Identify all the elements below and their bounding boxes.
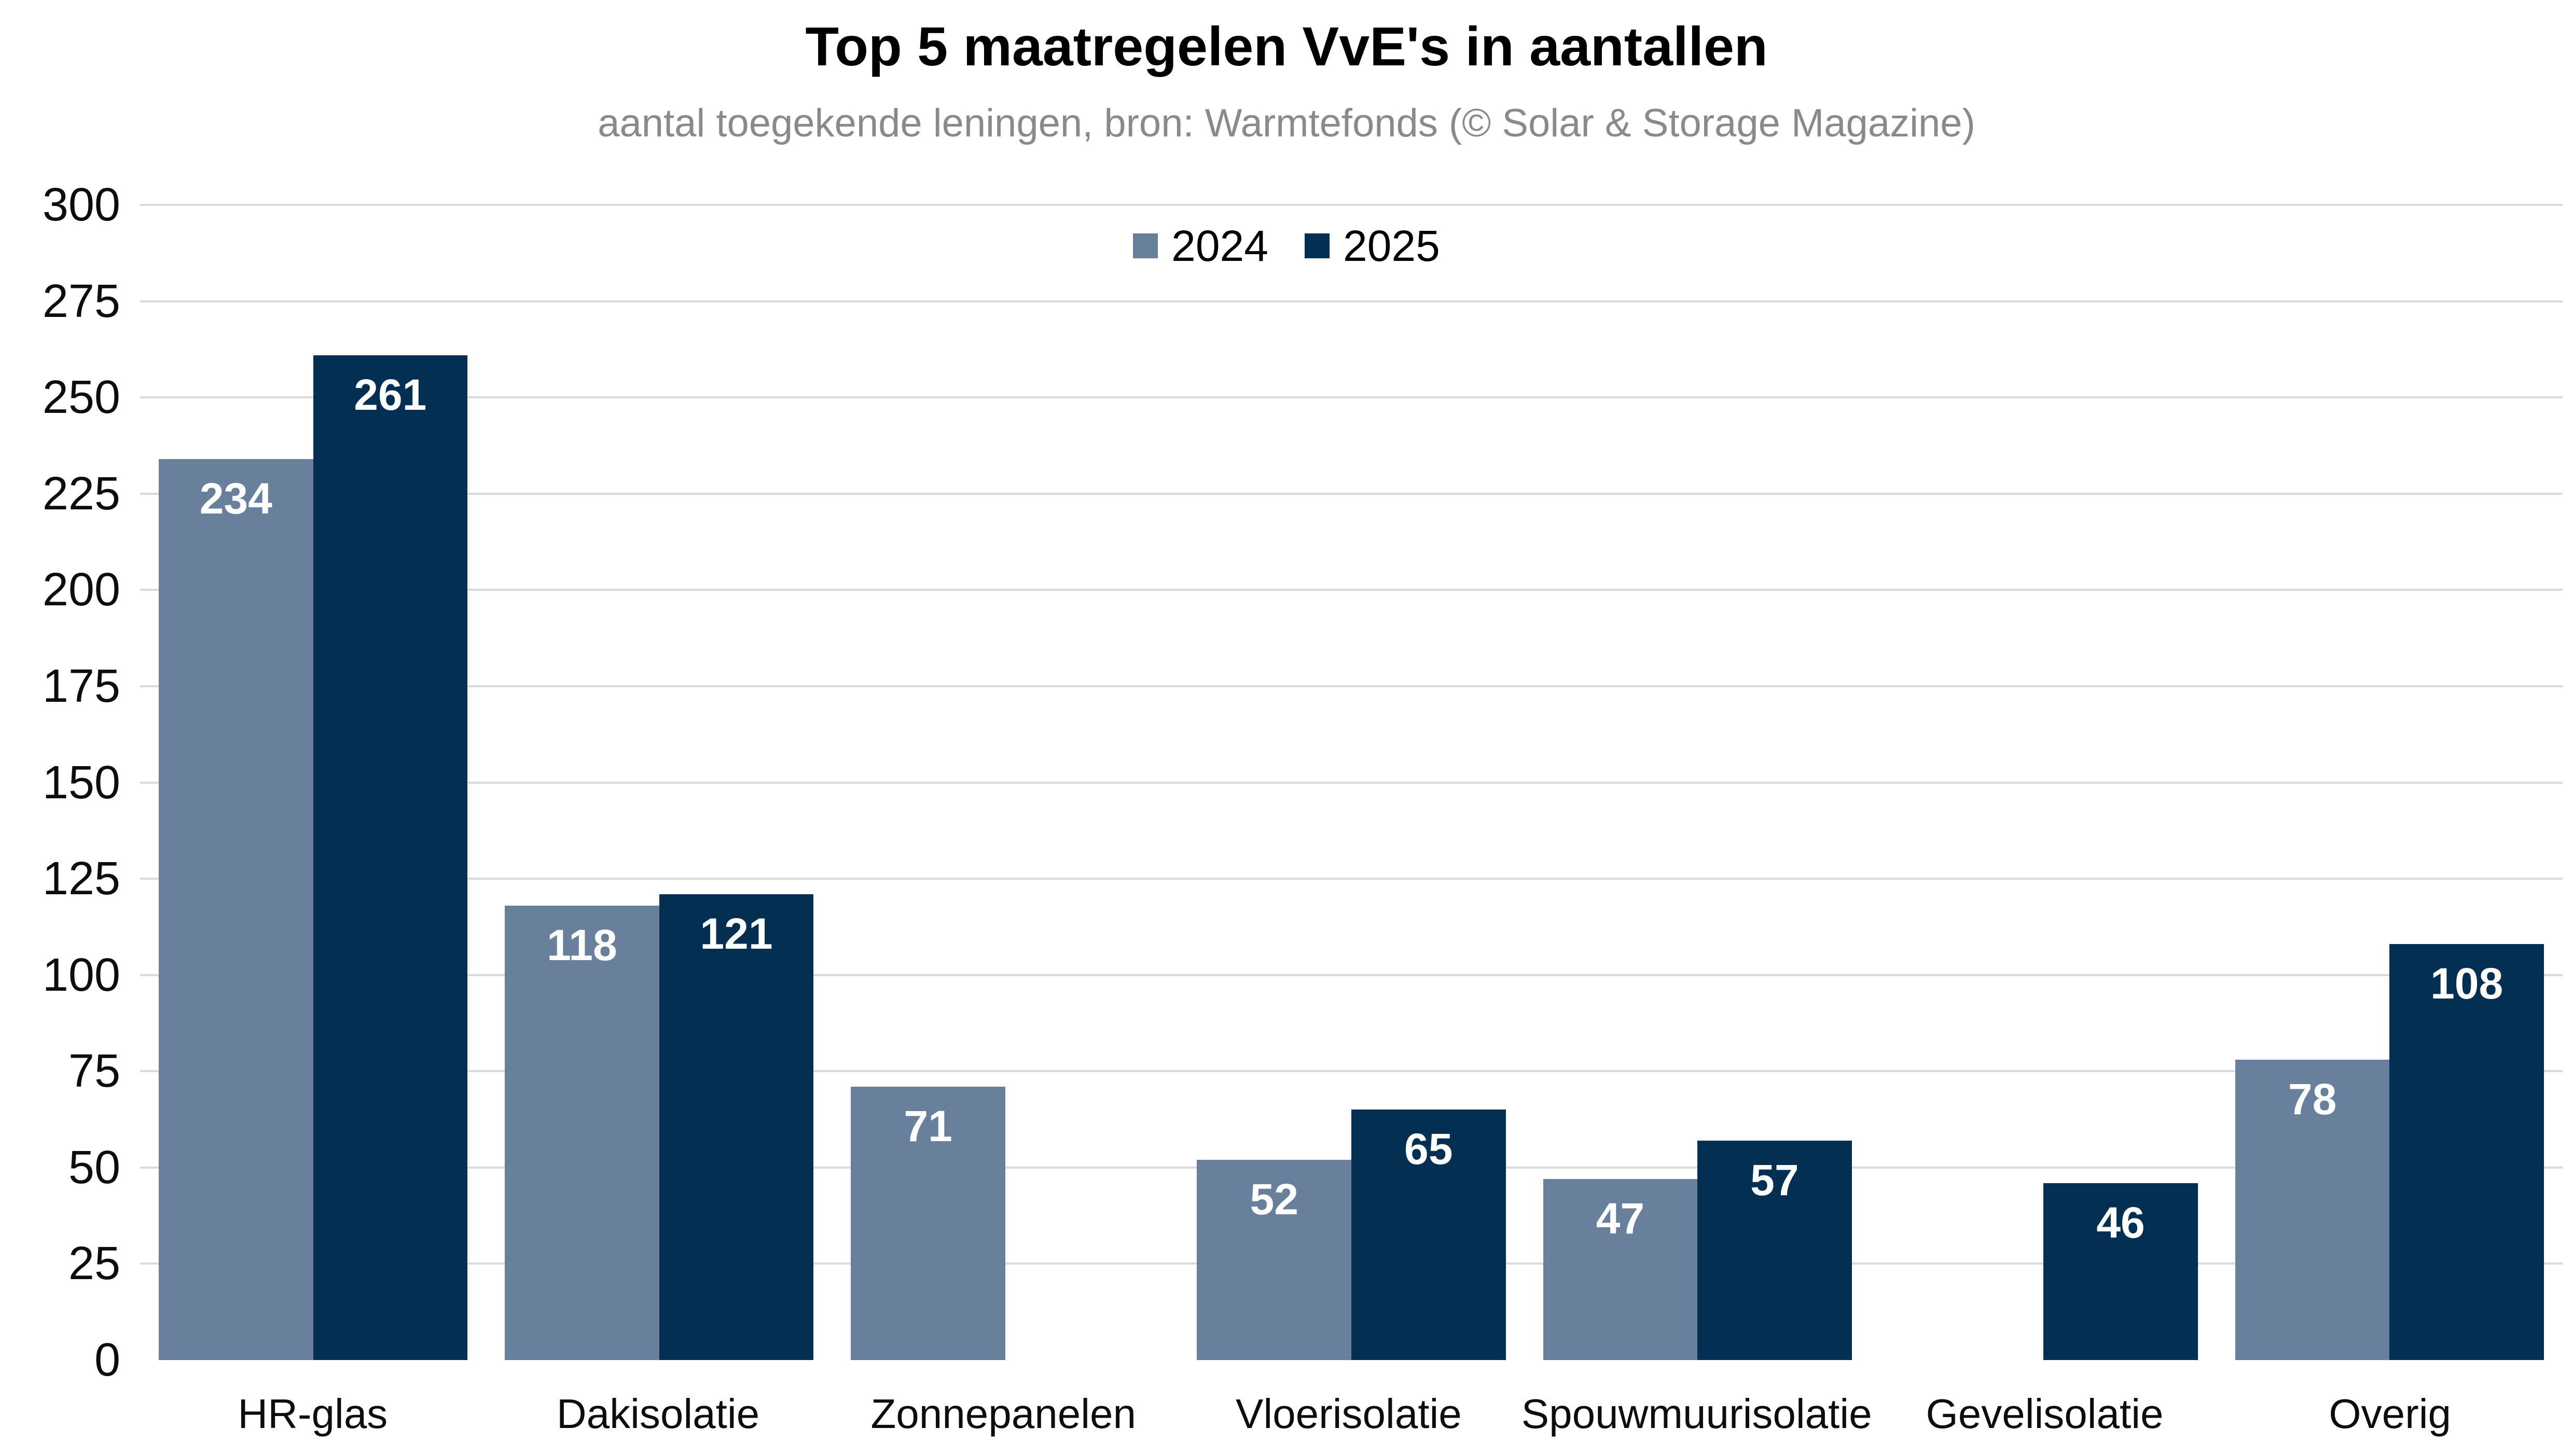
x-axis-label-spouwmuurisolatie: Spouwmuurisolatie (1521, 1391, 1872, 1437)
bar-2024-spouwmuurisolatie: 47 (1543, 1179, 1698, 1360)
bar-value-label-2024-spouwmuurisolatie: 47 (1596, 1194, 1645, 1243)
y-axis-tick-225: 225 (42, 467, 120, 520)
y-axis-tick-275: 275 (42, 275, 120, 327)
gridline-250 (140, 396, 2563, 399)
legend-item-2024: 2024 (1133, 224, 1268, 268)
y-axis-tick-50: 50 (68, 1141, 120, 1194)
bar-2024-vloerisolatie: 52 (1197, 1160, 1351, 1360)
y-axis-tick-175: 175 (42, 660, 120, 712)
bar-group-zonnepanelen: 71 (832, 205, 1178, 1360)
bar-2024-zonnepanelen: 71 (851, 1086, 1005, 1360)
legend-swatch-2025 (1305, 233, 1330, 258)
gridline-200 (140, 589, 2563, 591)
x-axis-label-zonnepanelen: Zonnepanelen (870, 1391, 1136, 1437)
bar-2025-hr-glas: 261 (313, 355, 468, 1360)
bar-group-dakisolatie: 118 121 (486, 205, 832, 1360)
gridline-75 (140, 1070, 2563, 1073)
bar-2025-vloerisolatie: 65 (1351, 1110, 1506, 1360)
bar-value-label-2025-hr-glas: 261 (354, 370, 427, 419)
legend: 2024 2025 (0, 224, 2573, 268)
chart-title: Top 5 maatregelen VvE's in aantallen (805, 16, 1768, 77)
x-axis-label-overig: Overig (2329, 1391, 2451, 1437)
legend-label-2024: 2024 (1171, 221, 1268, 270)
bar-2025-dakisolatie: 121 (659, 894, 814, 1360)
bar-value-label-2024-hr-glas: 234 (199, 474, 272, 523)
y-axis-tick-100: 100 (42, 949, 120, 1001)
x-axis-label-dakisolatie: Dakisolatie (556, 1391, 760, 1437)
bar-value-label-2025-spouwmuurisolatie: 57 (1750, 1155, 1799, 1204)
bar-2025-gevelisolatie: 46 (2043, 1183, 2198, 1360)
legend-item-2025: 2025 (1305, 224, 1440, 268)
plot-area: 0 25 50 75 100 125 150 175 200 225 250 275 300 234 26… (43, 182, 2563, 1383)
gridline-100 (140, 974, 2563, 976)
bar-2024-hr-glas: 234 (159, 459, 313, 1360)
bar-group-vloerisolatie: 52 65 (1178, 205, 1524, 1360)
x-axis-label-vloerisolatie: Vloerisolatie (1236, 1391, 1462, 1437)
gridline-275 (140, 300, 2563, 302)
y-axis-tick-75: 75 (68, 1045, 120, 1098)
gridline-150 (140, 781, 2563, 784)
bar-value-label-2024-overig: 78 (2288, 1074, 2337, 1124)
bar-2024-overig: 78 (2235, 1059, 2390, 1360)
x-axis: HR-glas Dakisolatie Zonnepanelen Vloerisola… (140, 1391, 2563, 1437)
bar-value-label-2025-gevelisolatie: 46 (2096, 1198, 2145, 1247)
y-axis-tick-250: 250 (42, 371, 120, 424)
y-axis-tick-150: 150 (42, 756, 120, 809)
y-axis-tick-25: 25 (68, 1238, 120, 1290)
legend-swatch-2024 (1133, 233, 1158, 258)
bar-group-gevelisolatie: 46 (1871, 205, 2217, 1360)
bar-groups-layer: 234 261 118 121 71 52 65 47 57 46 78 108 (140, 205, 2563, 1360)
x-axis-label-hr-glas: HR-glas (238, 1391, 388, 1437)
chart-subtitle: aantal toegekende leningen, bron: Warmte… (598, 101, 1975, 145)
bar-group-overig: 78 108 (2217, 205, 2563, 1360)
bar-group-hr-glas: 234 261 (140, 205, 486, 1360)
gridline-225 (140, 492, 2563, 495)
bar-value-label-2024-zonnepanelen: 71 (904, 1101, 952, 1150)
y-axis-tick-300: 300 (42, 179, 120, 231)
y-axis-tick-0: 0 (94, 1334, 120, 1386)
bar-value-label-2024-vloerisolatie: 52 (1250, 1175, 1298, 1224)
y-axis-tick-125: 125 (42, 853, 120, 905)
gridline-175 (140, 685, 2563, 687)
bar-2025-spouwmuurisolatie: 57 (1697, 1140, 1852, 1360)
bar-2024-dakisolatie: 118 (505, 906, 659, 1360)
bar-value-label-2025-vloerisolatie: 65 (1404, 1125, 1453, 1174)
gridline-125 (140, 878, 2563, 880)
bar-value-label-2025-dakisolatie: 121 (700, 909, 773, 958)
gridline-300 (140, 204, 2563, 206)
y-axis-tick-200: 200 (42, 564, 120, 616)
legend-label-2025: 2025 (1343, 221, 1440, 270)
bar-2025-overig: 108 (2389, 944, 2544, 1360)
bar-value-label-2025-overig: 108 (2430, 959, 2503, 1008)
bar-value-label-2024-dakisolatie: 118 (547, 921, 617, 970)
x-axis-label-gevelisolatie: Gevelisolatie (1926, 1391, 2164, 1437)
bar-group-spouwmuurisolatie: 47 57 (1525, 205, 1871, 1360)
